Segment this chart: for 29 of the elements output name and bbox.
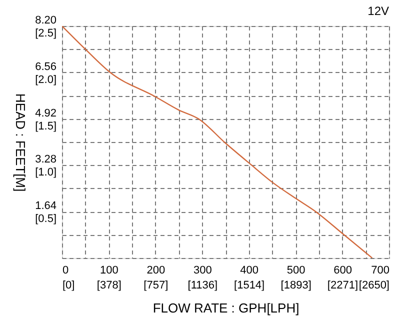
y2-tick-label: [2.5] <box>35 28 56 40</box>
x2-tick-label: [0] <box>62 280 75 292</box>
chart-title: 12V <box>368 4 389 18</box>
x2-tick-label: [1893] <box>280 280 312 292</box>
x2-tick-label: [2650] <box>358 280 390 292</box>
x-tick-label: 200 <box>146 264 166 276</box>
x-tick-label: 600 <box>334 264 352 276</box>
y2-tick-label: [1.5] <box>35 120 56 132</box>
x2-tick-label: [378] <box>96 280 122 292</box>
x2-tick-label: [1136] <box>188 280 218 292</box>
y-tick-label: 1.64 <box>35 200 56 212</box>
x-tick-label: 100 <box>100 264 118 276</box>
y-tick-label: 3.28 <box>35 154 56 166</box>
x-tick-label: 500 <box>286 264 306 276</box>
y-tick-label: 6.56 <box>35 60 56 73</box>
x-axis-title: FLOW RATE : GPH[LPH] <box>152 300 300 316</box>
x-tick-label: 700 <box>371 264 390 276</box>
y-tick-label: 4.92 <box>35 107 56 120</box>
y-tick-label: 8.20 <box>35 14 56 26</box>
x2-tick-label: [2271] <box>327 280 358 292</box>
y2-tick-label: [0.5] <box>35 213 56 226</box>
y2-tick-label: [1.0] <box>35 166 56 179</box>
x-tick-label: 0 <box>62 264 69 276</box>
x2-tick-label: [757] <box>144 280 168 292</box>
x-tick-label: 300 <box>193 264 212 276</box>
x2-tick-label: [1514] <box>234 280 265 292</box>
y-axis-title: HEAD : FEET[M] <box>13 93 28 192</box>
y2-tick-label: [2.0] <box>35 74 56 86</box>
x-tick-label: 400 <box>240 264 259 276</box>
